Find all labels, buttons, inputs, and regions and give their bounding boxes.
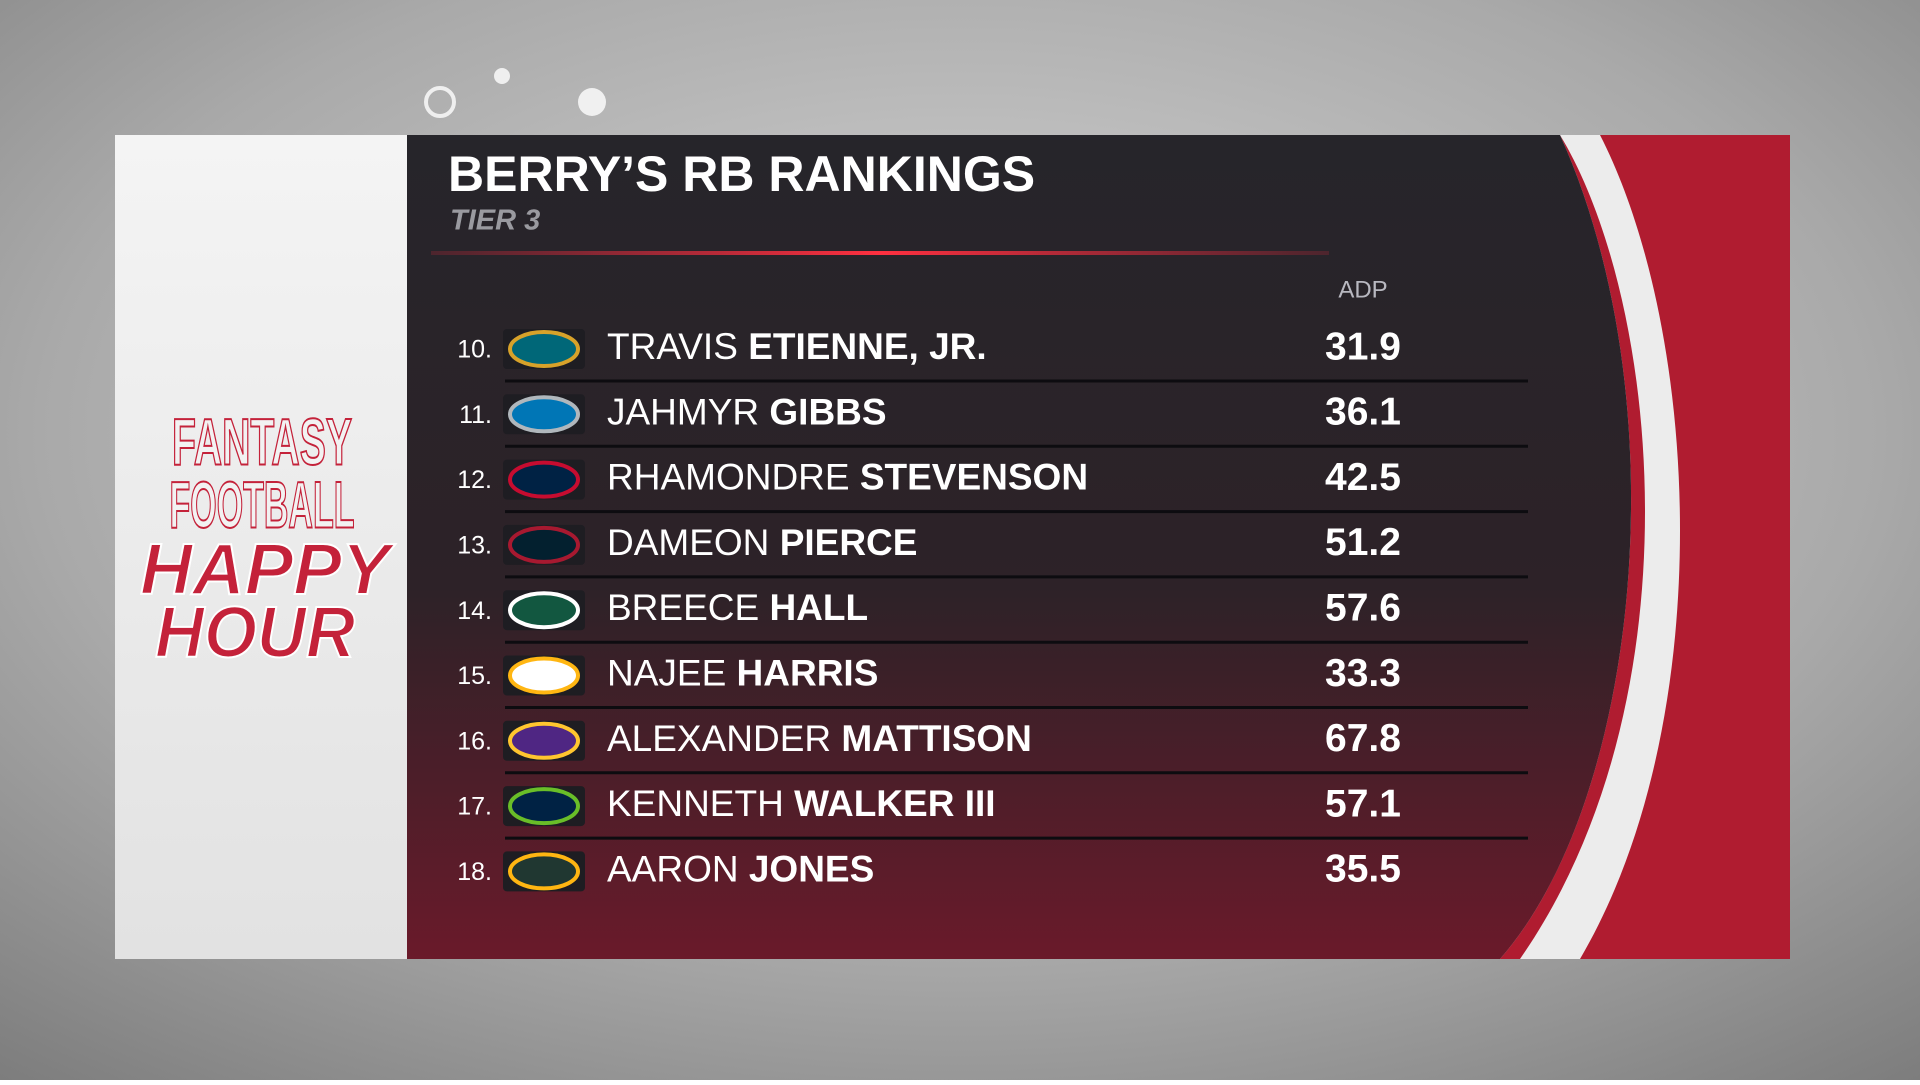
adp: 57.1 [1325, 782, 1401, 825]
team-logo [508, 525, 580, 564]
first-name: DAMEON [607, 522, 769, 563]
player-name: KENNETH WALKER III [607, 783, 996, 824]
subtitle: TIER 3 [450, 205, 540, 237]
team-logo [508, 656, 580, 695]
last-name: PIERCE [780, 522, 918, 563]
last-name: STEVENSON [860, 456, 1088, 497]
rank: 11. [459, 401, 492, 429]
column-header: ADP [1338, 276, 1387, 303]
player-name: ALEXANDER MATTISON [607, 718, 1032, 759]
title-rule [431, 251, 1329, 255]
player-name: AARON JONES [607, 848, 874, 889]
team-logo [508, 460, 580, 499]
rank: 18. [457, 858, 492, 886]
player-name: JAHMYR GIBBS [607, 391, 887, 432]
adp: 36.1 [1325, 391, 1401, 434]
team-logo [508, 787, 580, 826]
last-name: WALKER III [794, 783, 995, 824]
rank: 17. [457, 793, 492, 821]
rank: 13. [457, 532, 492, 560]
last-name: ETIENNE, JR. [748, 326, 987, 367]
last-name: GIBBS [769, 391, 886, 432]
last-name: MATTISON [841, 718, 1031, 759]
show-logo: FANTASY FOOTBALL HAPPY HOUR [139, 403, 397, 674]
last-name: HARRIS [737, 652, 879, 693]
logo-line: FOOTBALL [170, 467, 355, 541]
logo-line: HOUR [155, 593, 355, 673]
last-name: JONES [749, 848, 874, 889]
logo-line: FANTASY [172, 404, 352, 478]
player-name: RHAMONDRE STEVENSON [607, 456, 1088, 497]
adp: 51.2 [1325, 521, 1401, 564]
rank: 16. [457, 727, 492, 755]
first-name: BREECE [607, 587, 759, 628]
rank: 10. [457, 336, 492, 364]
decor [578, 88, 606, 116]
adp: 42.5 [1325, 456, 1401, 499]
team-logo [508, 852, 580, 891]
adp: 31.9 [1325, 325, 1401, 368]
rank: 14. [457, 597, 492, 625]
adp: 57.6 [1325, 586, 1401, 629]
first-name: TRAVIS [607, 326, 738, 367]
last-name: HALL [769, 587, 868, 628]
player-name: TRAVIS ETIENNE, JR. [607, 326, 987, 367]
dark-panel [407, 135, 1632, 959]
first-name: RHAMONDRE [607, 456, 850, 497]
team-logo [508, 395, 580, 434]
rank: 12. [457, 466, 492, 494]
first-name: NAJEE [607, 652, 726, 693]
player-name: NAJEE HARRIS [607, 652, 878, 693]
adp: 33.3 [1325, 652, 1401, 695]
player-name: BREECE HALL [607, 587, 868, 628]
player-name: DAMEON PIERCE [607, 522, 917, 563]
rankings: 10. TRAVIS ETIENNE, JR. 31.9 11. JAHMYR GIBB… [457, 325, 1528, 892]
team-logo [508, 330, 580, 368]
decor [494, 68, 510, 84]
team-logo [508, 721, 580, 760]
logo-line: HAPPY [140, 530, 396, 610]
first-name: ALEXANDER [607, 718, 831, 759]
adp: 67.8 [1325, 717, 1401, 760]
title: BERRY’S RB RANKINGS [448, 146, 1035, 202]
decor [424, 86, 456, 118]
white-swoosh [1520, 135, 1680, 959]
first-name: AARON [607, 848, 739, 889]
rank: 15. [457, 662, 492, 690]
first-name: KENNETH [607, 783, 784, 824]
adp: 35.5 [1325, 848, 1401, 891]
first-name: JAHMYR [607, 391, 759, 432]
team-logo [508, 591, 580, 630]
